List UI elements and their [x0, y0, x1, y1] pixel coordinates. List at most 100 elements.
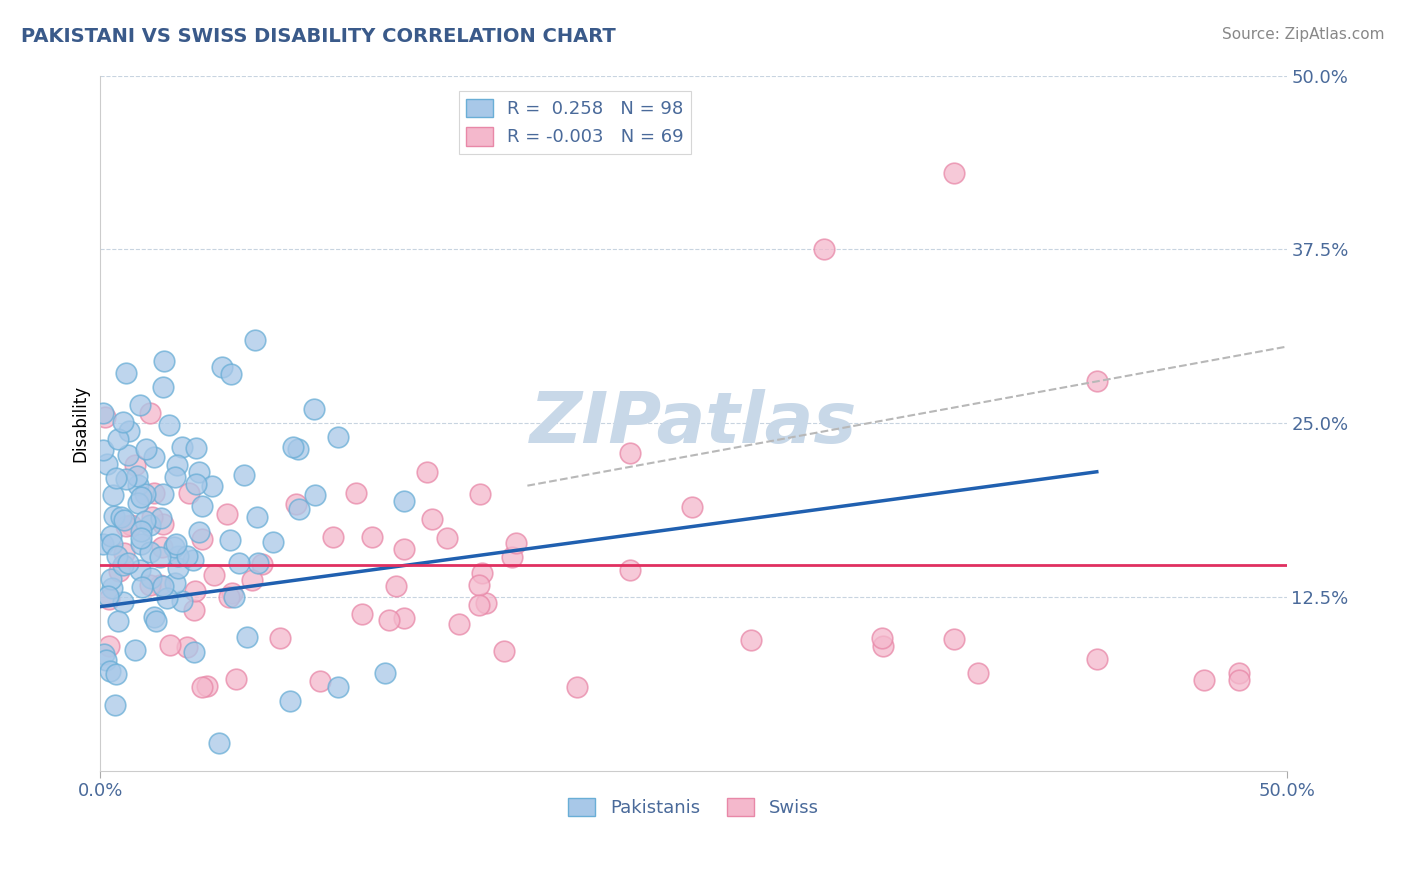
Point	[152, 516, 174, 531]
Point	[115, 472, 138, 486]
Point	[91, 443, 114, 458]
Point	[374, 666, 396, 681]
Point	[143, 609, 166, 624]
Point	[115, 519, 138, 533]
Point	[129, 524, 152, 538]
Point	[492, 643, 515, 657]
Point	[184, 583, 207, 598]
Point	[97, 639, 120, 653]
Point	[139, 571, 162, 585]
Point	[278, 694, 301, 708]
Point	[501, 549, 523, 564]
Point	[468, 577, 491, 591]
Point	[246, 557, 269, 571]
Point	[308, 673, 330, 688]
Point	[967, 666, 990, 681]
Point	[131, 580, 153, 594]
Point	[326, 430, 349, 444]
Point	[134, 487, 156, 501]
Point	[322, 530, 344, 544]
Point	[112, 546, 135, 560]
Text: ZIPatlas: ZIPatlas	[530, 389, 858, 458]
Point	[326, 680, 349, 694]
Text: Source: ZipAtlas.com: Source: ZipAtlas.com	[1222, 27, 1385, 42]
Point	[872, 639, 894, 653]
Point	[105, 549, 128, 563]
Point	[219, 368, 242, 382]
Point	[142, 486, 165, 500]
Point	[361, 530, 384, 544]
Point	[129, 398, 152, 412]
Point	[117, 449, 139, 463]
Point	[287, 442, 309, 456]
Point	[1085, 375, 1108, 389]
Point	[115, 366, 138, 380]
Point	[740, 633, 762, 648]
Point	[471, 566, 494, 580]
Point	[103, 508, 125, 523]
Point	[139, 578, 162, 592]
Point	[384, 579, 406, 593]
Point	[177, 485, 200, 500]
Point	[166, 458, 188, 472]
Point	[240, 573, 263, 587]
Point	[101, 488, 124, 502]
Point	[152, 354, 174, 368]
Point	[681, 500, 703, 515]
Point	[619, 446, 641, 460]
Point	[243, 333, 266, 347]
Point	[184, 477, 207, 491]
Point	[117, 556, 139, 570]
Point	[167, 561, 190, 575]
Point	[176, 549, 198, 563]
Point	[129, 532, 152, 546]
Point	[392, 542, 415, 557]
Point	[378, 613, 401, 627]
Point	[139, 544, 162, 558]
Point	[107, 615, 129, 629]
Point	[170, 594, 193, 608]
Point	[436, 531, 458, 545]
Point	[104, 470, 127, 484]
Point	[228, 556, 250, 570]
Point	[1227, 666, 1250, 681]
Point	[222, 590, 245, 604]
Point	[149, 550, 172, 565]
Point	[221, 586, 243, 600]
Point	[118, 424, 141, 438]
Point	[567, 680, 589, 694]
Point	[111, 595, 134, 609]
Point	[107, 432, 129, 446]
Point	[245, 510, 267, 524]
Point	[235, 630, 257, 644]
Point	[141, 509, 163, 524]
Point	[107, 564, 129, 578]
Point	[91, 406, 114, 420]
Point	[344, 486, 367, 500]
Point	[302, 402, 325, 417]
Point	[218, 591, 240, 605]
Point	[94, 409, 117, 424]
Point	[152, 487, 174, 501]
Point	[143, 450, 166, 464]
Point	[111, 415, 134, 429]
Point	[190, 499, 212, 513]
Point	[392, 494, 415, 508]
Point	[165, 575, 187, 590]
Point	[104, 666, 127, 681]
Point	[129, 563, 152, 577]
Point	[163, 470, 186, 484]
Point	[145, 615, 167, 629]
Legend: Pakistanis, Swiss: Pakistanis, Swiss	[561, 790, 825, 824]
Point	[101, 582, 124, 596]
Point	[1192, 673, 1215, 688]
Point	[870, 631, 893, 645]
Point	[304, 488, 326, 502]
Point	[1085, 652, 1108, 666]
Point	[449, 616, 471, 631]
Point	[149, 577, 172, 591]
Point	[91, 537, 114, 551]
Point	[93, 647, 115, 661]
Point	[165, 537, 187, 551]
Point	[183, 603, 205, 617]
